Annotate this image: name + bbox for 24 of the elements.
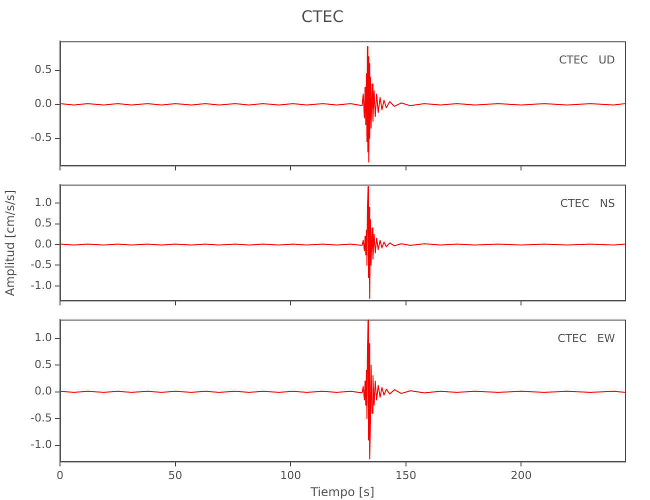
y-tick-label: 1.0 xyxy=(34,196,52,210)
y-tick-label: 0.0 xyxy=(34,237,52,250)
annotation: CTEC UD xyxy=(558,54,615,67)
y-tick-label: -0.5 xyxy=(30,411,52,424)
y-tick-label: -0.5 xyxy=(30,258,52,272)
y-tick-label: -0.5 xyxy=(30,131,52,144)
x-tick-label: 0 xyxy=(56,468,64,482)
annotation: CTEC EW xyxy=(558,332,616,345)
y-tick-label: 1.0 xyxy=(34,331,52,344)
annotation: CTEC NS xyxy=(560,196,616,210)
y-tick-label: 0.0 xyxy=(34,97,52,110)
x-tick-label: 50 xyxy=(168,468,182,482)
x-axis-title: Tiempo [s] xyxy=(310,484,374,499)
y-axis-title: Amplitud [cm/s/s] xyxy=(3,189,17,296)
x-tick-label: 200 xyxy=(510,468,532,482)
y-tick-label: 0.5 xyxy=(34,216,52,230)
y-tick-label: -1.0 xyxy=(30,438,52,452)
y-tick-label: 0.5 xyxy=(34,63,52,76)
x-tick-label: 150 xyxy=(395,468,416,482)
y-tick-label: 0.5 xyxy=(34,358,52,371)
y-tick-label: -1.0 xyxy=(30,278,52,292)
x-tick-label: 100 xyxy=(280,468,302,482)
y-tick-label: 0.0 xyxy=(34,384,52,398)
chart-title: CTEC xyxy=(301,6,344,26)
